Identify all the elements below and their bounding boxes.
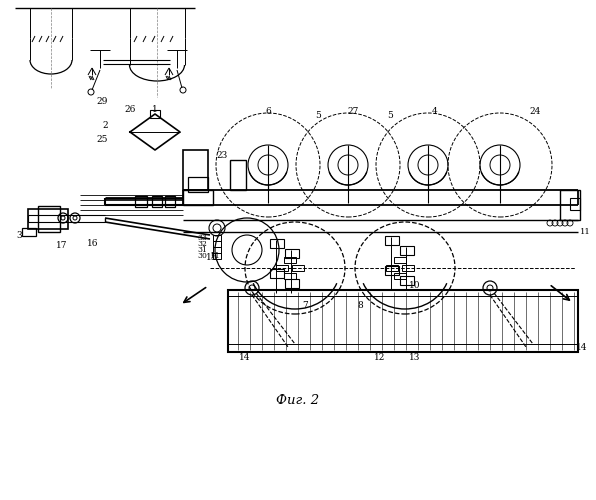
Text: 16: 16 <box>87 240 99 248</box>
Bar <box>183 190 213 205</box>
Bar <box>394 257 406 263</box>
Bar <box>570 198 580 210</box>
Text: 27: 27 <box>347 108 359 116</box>
Bar <box>152 196 162 207</box>
Text: 25: 25 <box>97 136 108 144</box>
Text: 5: 5 <box>315 110 321 120</box>
Text: 33: 33 <box>197 234 207 242</box>
Bar <box>183 150 208 190</box>
Text: 31: 31 <box>197 246 207 254</box>
Bar <box>270 239 284 248</box>
Bar <box>165 196 175 207</box>
Bar <box>385 236 399 245</box>
Bar <box>38 206 60 232</box>
Text: 29: 29 <box>97 98 108 106</box>
Text: Фиг. 2: Фиг. 2 <box>277 394 319 406</box>
Bar <box>285 249 299 258</box>
Bar <box>150 110 160 118</box>
Bar <box>213 235 221 241</box>
Text: 8: 8 <box>357 300 363 310</box>
Bar <box>22 228 36 236</box>
Bar <box>400 246 414 255</box>
Text: 4: 4 <box>432 108 438 116</box>
Text: 7: 7 <box>302 300 308 310</box>
Text: 13: 13 <box>409 352 421 362</box>
Bar <box>400 276 414 285</box>
Bar <box>270 269 284 278</box>
Bar <box>213 253 221 259</box>
Text: 11: 11 <box>210 252 221 260</box>
Bar <box>402 265 414 271</box>
Bar <box>292 265 304 271</box>
Text: 5: 5 <box>387 110 393 120</box>
Text: 14: 14 <box>576 344 588 352</box>
Text: 12: 12 <box>374 352 386 362</box>
Bar <box>28 209 68 229</box>
Bar <box>394 273 406 279</box>
Text: 17: 17 <box>56 240 68 250</box>
Bar <box>284 273 296 279</box>
Bar <box>285 279 299 288</box>
Text: 1: 1 <box>152 106 158 114</box>
Text: 23: 23 <box>217 152 228 160</box>
Bar <box>230 160 246 190</box>
Bar <box>213 247 221 253</box>
Text: 26: 26 <box>125 106 136 114</box>
Bar <box>213 241 221 247</box>
Bar <box>284 257 296 263</box>
Text: 32: 32 <box>197 240 207 248</box>
Text: 6: 6 <box>265 108 271 116</box>
Text: 10: 10 <box>409 280 421 289</box>
Bar <box>228 290 578 352</box>
Text: 15: 15 <box>206 252 218 262</box>
Text: 24: 24 <box>529 108 541 116</box>
Text: 14: 14 <box>239 352 251 362</box>
Bar <box>135 196 147 207</box>
Bar <box>386 265 398 271</box>
Bar <box>276 265 288 271</box>
Text: 11: 11 <box>580 228 591 236</box>
Bar <box>560 190 580 220</box>
Text: 30: 30 <box>197 252 207 260</box>
Bar <box>188 177 208 192</box>
Bar <box>385 266 399 275</box>
Text: 2: 2 <box>103 120 108 130</box>
Text: 3: 3 <box>16 230 22 239</box>
